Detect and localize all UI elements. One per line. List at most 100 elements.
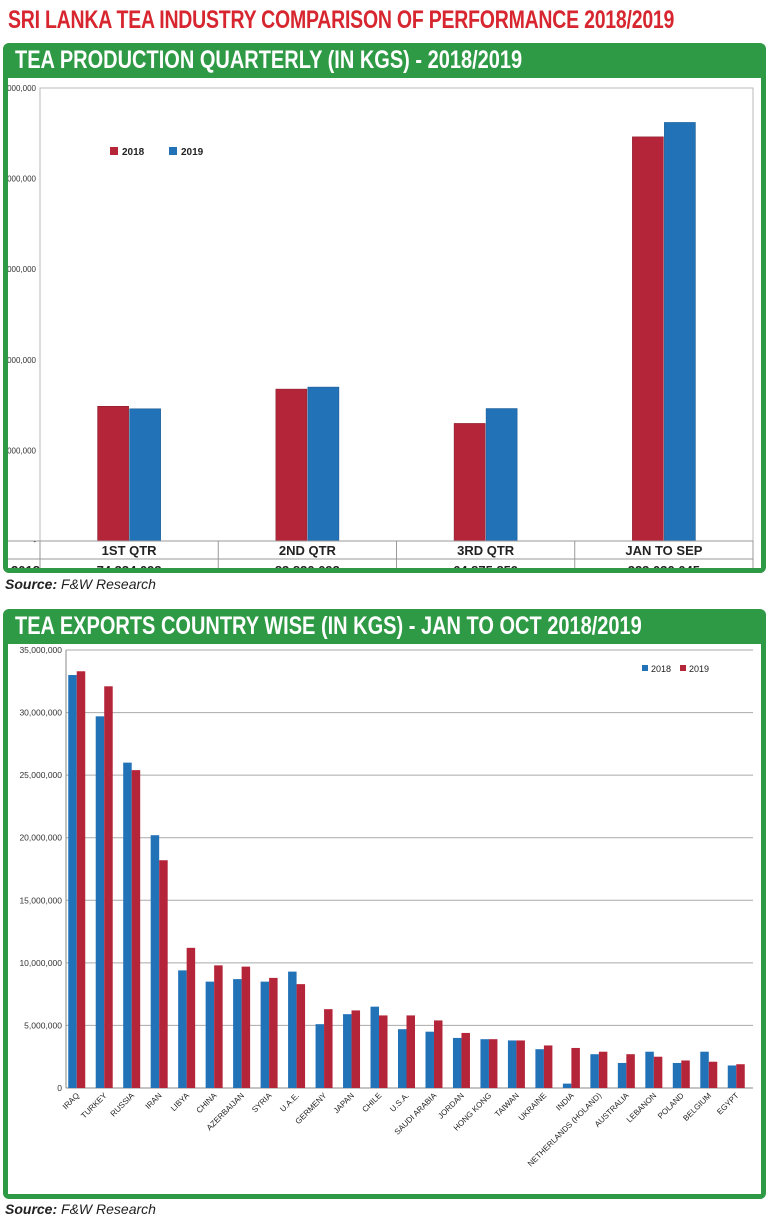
source-note: Source: F&W Research bbox=[5, 1201, 156, 1217]
x-tick-label: IRAN bbox=[144, 1091, 164, 1111]
bar-2018 bbox=[68, 675, 77, 1088]
table-row-label: 2018 bbox=[11, 563, 40, 568]
bar-2019 bbox=[269, 977, 278, 1088]
bar-2018 bbox=[617, 1062, 627, 1088]
bar-2019 bbox=[406, 1015, 415, 1088]
x-tick-label: IRAQ bbox=[61, 1091, 81, 1111]
exports-chart-area: 0 5,000,000 10,000,000 15,000,000 20,000,000… bbox=[8, 644, 761, 1194]
production-chart: -50,000,000100,000,000150,000,000200,000… bbox=[8, 84, 754, 568]
x-tick-label: TURKEY bbox=[79, 1091, 109, 1121]
bar-2019 bbox=[433, 1020, 443, 1088]
bar-2019 bbox=[736, 1064, 745, 1088]
page-title: SRI LANKA TEA INDUSTRY COMPARISON OF PER… bbox=[8, 6, 675, 34]
bar-2019 bbox=[307, 386, 340, 542]
bar-2019 bbox=[159, 860, 168, 1088]
table-cell: 74,334,093 bbox=[97, 563, 162, 568]
x-tick-label: TAIWAN bbox=[493, 1091, 521, 1119]
bar-2019 bbox=[485, 408, 518, 542]
production-chart-area: -50,000,000100,000,000150,000,000200,000… bbox=[8, 78, 761, 568]
table-header: JAN TO SEP bbox=[625, 543, 702, 558]
bar-2019 bbox=[104, 686, 113, 1088]
x-tick-label: UKRAINE bbox=[517, 1091, 549, 1123]
bar-2018 bbox=[562, 1083, 572, 1088]
y-tick-label: 0 bbox=[57, 1083, 62, 1093]
bar-2019 bbox=[296, 984, 306, 1088]
table-cell: 83,820,093 bbox=[275, 563, 340, 568]
bar-2019 bbox=[543, 1045, 553, 1088]
bar-2019 bbox=[76, 671, 86, 1088]
table-header: 2ND QTR bbox=[279, 543, 337, 558]
legend-label: 2018 bbox=[651, 664, 671, 674]
y-tick-label: 15,000,000 bbox=[19, 895, 62, 905]
y-tick-label: 35,000,000 bbox=[19, 645, 62, 655]
y-tick-label: 10,000,000 bbox=[19, 958, 62, 968]
y-tick-label: 20,000,000 bbox=[19, 833, 62, 843]
bar-2019 bbox=[516, 1040, 525, 1088]
legend-swatch bbox=[642, 665, 648, 671]
bar-2018 bbox=[700, 1051, 709, 1088]
x-tick-label: SYRIA bbox=[250, 1091, 274, 1115]
x-tick-label: BELGIUM bbox=[681, 1091, 713, 1123]
legend-label: 2019 bbox=[181, 147, 204, 158]
bar-2019 bbox=[708, 1061, 718, 1088]
y-tick-label: 100,000,000 bbox=[8, 356, 37, 365]
bar-2018 bbox=[260, 981, 270, 1088]
legend-swatch bbox=[169, 147, 177, 155]
legend-swatch bbox=[110, 147, 118, 155]
production-panel: TEA PRODUCTION QUARTERLY (IN KGS) - 2018… bbox=[3, 43, 766, 573]
x-tick-label: JAPAN bbox=[332, 1091, 356, 1115]
source-text: F&W Research bbox=[61, 576, 156, 592]
bar-2019 bbox=[379, 1015, 388, 1088]
bar-2019 bbox=[653, 1056, 663, 1088]
bar-2018 bbox=[453, 423, 486, 542]
source-text: F&W Research bbox=[61, 1201, 156, 1217]
bar-2019 bbox=[351, 1010, 361, 1088]
bar-2019 bbox=[664, 122, 696, 542]
bar-2018 bbox=[632, 136, 664, 542]
production-panel-title: TEA PRODUCTION QUARTERLY (IN KGS) - 2018… bbox=[15, 46, 523, 74]
bar-2018 bbox=[178, 970, 187, 1088]
bar-2018 bbox=[233, 979, 242, 1088]
x-tick-label: CHILE bbox=[360, 1091, 383, 1114]
bar-2018 bbox=[645, 1051, 654, 1088]
source-note: Source: F&W Research bbox=[5, 576, 156, 592]
bar-2018 bbox=[535, 1049, 544, 1088]
table-cell: 223,030,045 bbox=[628, 563, 700, 568]
bar-2018 bbox=[370, 1006, 380, 1088]
table-header: 1ST QTR bbox=[102, 543, 158, 558]
bar-2018 bbox=[97, 406, 129, 542]
bar-2018 bbox=[123, 762, 132, 1088]
exports-panel: TEA EXPORTS COUNTRY WISE (IN KGS) - JAN … bbox=[3, 609, 766, 1199]
y-tick-label: 200,000,000 bbox=[8, 175, 37, 184]
source-label: Source: bbox=[5, 1201, 58, 1217]
bar-2018 bbox=[275, 388, 308, 542]
table-cell: 64,875,859 bbox=[453, 563, 518, 568]
x-tick-label: INDIA bbox=[554, 1091, 576, 1113]
bar-2018 bbox=[672, 1062, 682, 1088]
bar-2019 bbox=[186, 947, 196, 1088]
bar-2018 bbox=[590, 1054, 599, 1088]
legend-swatch bbox=[680, 665, 686, 671]
y-tick-label: 50,000,000 bbox=[8, 446, 37, 455]
x-tick-label: U.A.E. bbox=[278, 1091, 301, 1114]
bar-2019 bbox=[598, 1051, 608, 1088]
y-tick-label: 150,000,000 bbox=[8, 265, 37, 274]
bar-2018 bbox=[727, 1065, 737, 1088]
x-tick-label: CHINA bbox=[195, 1091, 219, 1115]
exports-panel-title: TEA EXPORTS COUNTRY WISE (IN KGS) - JAN … bbox=[15, 612, 642, 640]
bar-2018 bbox=[480, 1039, 489, 1088]
bar-2018 bbox=[95, 716, 105, 1088]
table-header: 3RD QTR bbox=[457, 543, 515, 558]
legend-label: 2018 bbox=[122, 147, 145, 158]
bar-2018 bbox=[315, 1024, 325, 1088]
bar-2018 bbox=[507, 1040, 517, 1088]
bar-2018 bbox=[343, 1014, 352, 1088]
exports-chart: 0 5,000,000 10,000,000 15,000,000 20,000,000… bbox=[19, 645, 753, 1168]
x-tick-label: RUSSIA bbox=[109, 1091, 137, 1119]
bar-2018 bbox=[205, 981, 215, 1088]
y-tick-label: 30,000,000 bbox=[19, 708, 62, 718]
bar-2019 bbox=[131, 770, 141, 1088]
bar-2019 bbox=[488, 1039, 498, 1088]
bar-2018 bbox=[425, 1031, 434, 1088]
x-tick-label: U.S.A. bbox=[388, 1091, 411, 1114]
